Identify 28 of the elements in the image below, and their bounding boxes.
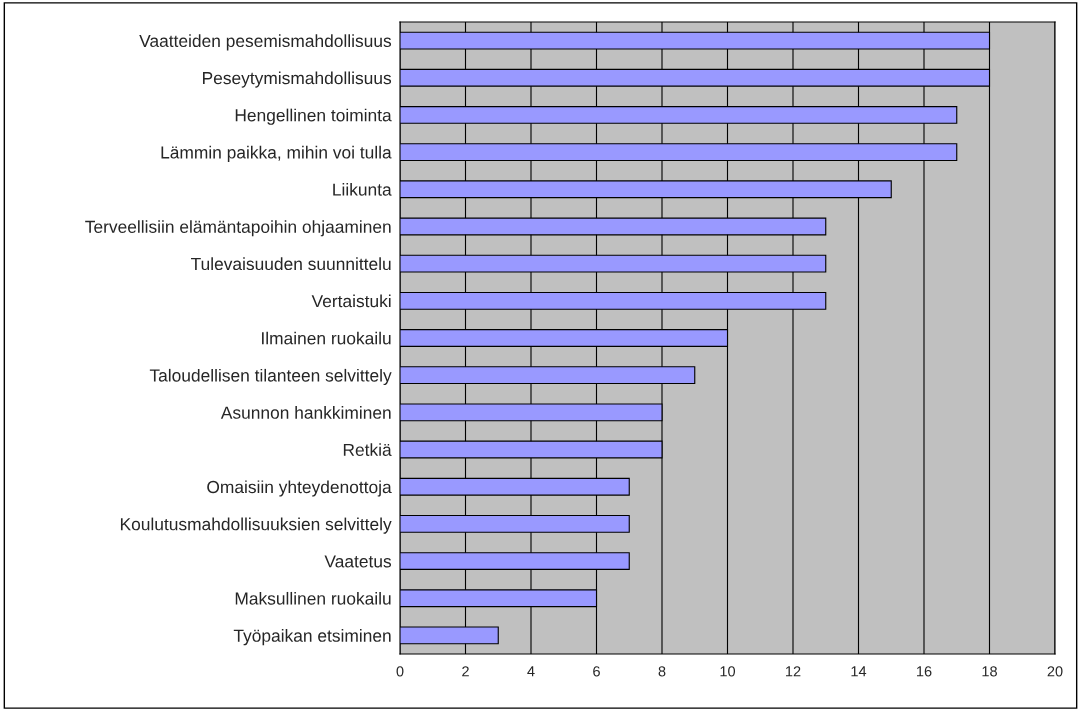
y-tick-label: Koulutusmahdollisuuksien selvittely xyxy=(120,517,392,534)
x-tick-label: 20 xyxy=(1047,666,1063,677)
y-tick-label: Tulevaisuuden suunnittelu xyxy=(191,257,391,271)
x-tick-label: 8 xyxy=(658,666,666,677)
y-tick-label: Ilmainen ruokailu xyxy=(262,331,391,345)
y-tick-label: Terveellisiin elämäntapoihin ohjaaminen xyxy=(85,220,391,237)
x-tick-label: 6 xyxy=(593,666,600,677)
y-tick-label: Maksullinen ruokailu xyxy=(235,591,391,605)
y-tick-label: Omaisiin yhteydenottoja xyxy=(207,480,392,497)
y-tick-label: Työpaikan etsiminen xyxy=(233,629,391,646)
y-tick-label: Lämmin paikka, mihin voi tulla xyxy=(161,145,392,163)
y-tick-label: Liikunta xyxy=(333,183,392,196)
x-tick-label: 14 xyxy=(851,666,867,677)
y-tick-label: Vertaistuki xyxy=(311,294,391,308)
x-tick-label: 16 xyxy=(917,666,932,677)
x-tick-label: 2 xyxy=(462,666,469,677)
y-tick-label: Vaatetus xyxy=(324,555,392,568)
x-tick-label: 4 xyxy=(527,666,535,677)
x-tick-label: 12 xyxy=(786,666,801,677)
x-tick-label: 10 xyxy=(720,666,736,677)
y-tick-label: Peseytymismahdollisuus xyxy=(203,71,392,88)
y-tick-label: Vaatteiden pesemismahdollisuus xyxy=(139,34,392,51)
y-tick-label: Hengellinen toiminta xyxy=(235,108,392,125)
x-tick-label: 0 xyxy=(396,666,404,677)
y-tick-label: Taloudellisen tilanteen selvittely xyxy=(149,368,392,386)
y-tick-label: Asunnon hankkiminen xyxy=(220,406,391,419)
x-tick-label: 18 xyxy=(982,666,997,677)
y-tick-label: Retkiä xyxy=(343,443,392,456)
